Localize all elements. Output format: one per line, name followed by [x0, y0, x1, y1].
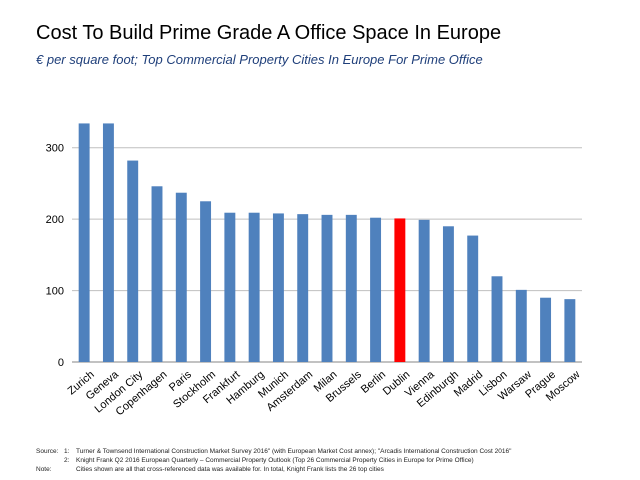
bar	[224, 212, 236, 362]
source-row-1: Source: 1: Turner & Townsend Internation…	[36, 447, 636, 456]
chart-subtitle: € per square foot; Top Commercial Proper…	[36, 52, 483, 67]
bar	[321, 214, 333, 362]
y-tick-label: 100	[46, 286, 64, 298]
source-row-2: 2: Knight Frank Q2 2016 European Quarter…	[36, 456, 636, 465]
source-label: Source:	[36, 448, 59, 455]
bar	[200, 201, 212, 362]
y-tick-label: 200	[46, 214, 64, 226]
source-1-text: Turner & Townsend International Construc…	[76, 448, 512, 455]
source-2-text: Knight Frank Q2 2016 European Quarterly …	[76, 457, 474, 464]
bar	[442, 226, 454, 362]
note-label: Note:	[36, 466, 52, 473]
chart-title: Cost To Build Prime Grade A Office Space…	[36, 22, 502, 44]
source-1-number: 1:	[64, 448, 70, 455]
footnotes: Source: 1: Turner & Townsend Internation…	[36, 447, 636, 474]
bar	[248, 212, 260, 362]
note-text: Cities shown are all that cross-referenc…	[76, 466, 384, 473]
bar	[515, 289, 527, 362]
bar	[540, 297, 552, 362]
bar	[394, 218, 406, 362]
bar	[370, 217, 382, 362]
bar	[564, 299, 576, 362]
bar	[297, 214, 309, 362]
bar	[127, 160, 139, 362]
bar	[102, 123, 114, 362]
bar	[151, 186, 163, 362]
bar	[491, 276, 503, 362]
y-tick-label: 300	[46, 143, 64, 155]
note-row: Note: Cities shown are all that cross-re…	[36, 465, 636, 474]
bar	[78, 123, 90, 362]
bar	[345, 214, 357, 362]
source-2-number: 2:	[64, 457, 70, 464]
y-tick-label: 0	[58, 357, 64, 369]
bar	[175, 192, 187, 362]
bar	[418, 219, 430, 362]
bar	[272, 213, 284, 362]
bar	[467, 235, 479, 362]
